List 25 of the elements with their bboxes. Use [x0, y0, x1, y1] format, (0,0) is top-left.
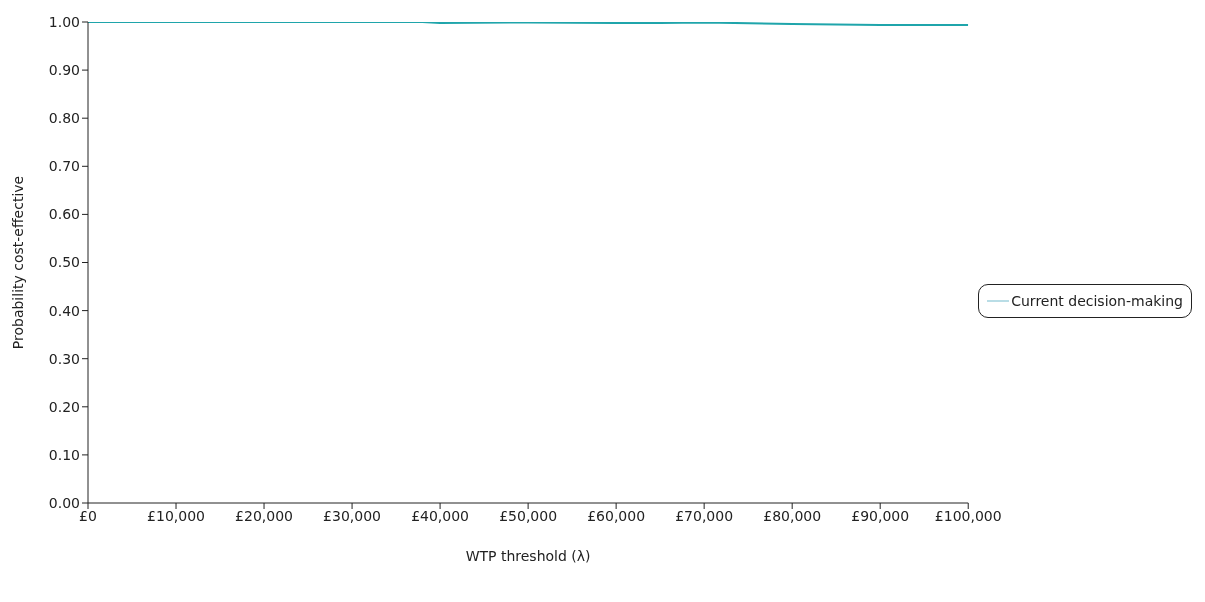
y-tick-label: 0.10 [48, 446, 80, 463]
y-tick-label: 0.90 [48, 62, 80, 79]
y-tick-label: 0.30 [48, 350, 80, 367]
x-tick-label: £100,000 [934, 507, 1002, 524]
y-tick-label: 0.20 [48, 398, 80, 415]
x-tick-label: £40,000 [411, 507, 470, 524]
x-tick-label: £20,000 [235, 507, 293, 524]
x-tick-label: £0 [79, 507, 97, 524]
y-tick-label: 0.40 [48, 302, 80, 319]
y-tick-label: 0.50 [48, 254, 80, 271]
y-tick-label: 0.60 [48, 206, 80, 223]
x-tick-label: £80,000 [763, 507, 822, 524]
y-tick-label: 0.80 [48, 110, 80, 127]
x-tick-label: £60,000 [587, 507, 646, 524]
y-tick-label: 1.00 [48, 13, 80, 30]
y-axis-title: Probability cost-effective [9, 175, 26, 350]
y-tick-label: 0.70 [48, 158, 80, 175]
x-tick-label: £50,000 [499, 507, 558, 524]
x-tick-label: £90,000 [851, 507, 910, 524]
x-tick-label: £70,000 [675, 507, 734, 524]
y-tick-label: 0.00 [48, 494, 80, 511]
legend-label: Current decision-making [1011, 291, 1183, 311]
x-axis-title: WTP threshold (λ) [465, 548, 591, 564]
x-tick-label: £30,000 [323, 507, 382, 524]
x-tick-label: £10,000 [147, 507, 205, 524]
